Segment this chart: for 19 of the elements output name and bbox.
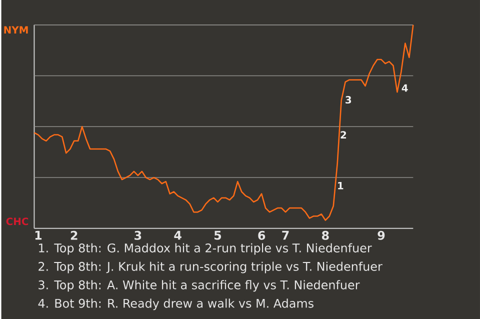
annotation: 1	[338, 182, 344, 190]
x-tick-label: 6	[258, 230, 266, 240]
annotation: 2	[340, 131, 346, 138]
x-tick-label: 1	[35, 230, 42, 240]
text: CHC	[6, 218, 28, 226]
x-tick-label: 2	[70, 230, 78, 240]
x-tick-label: 3	[134, 230, 142, 240]
annotation: 3	[346, 96, 352, 104]
text: NYM	[4, 26, 28, 34]
text: 4. Bot 9th: R. Ready drew a walk vs M. Adams	[38, 298, 314, 310]
x-tick-label: 5	[214, 230, 222, 240]
text: 1. Top 8th: G. Maddox hit a 2-run triple vs T. Niedenfuer	[39, 243, 372, 255]
annotation: 4	[402, 84, 408, 92]
x-tick-label: 4	[174, 230, 182, 240]
text: 3. Top 8th: A. White hit a sacrifice fly vs T. Niedenfuer	[38, 280, 360, 292]
text: 2. Top 8th: J. Kruk hit a run-scoring triple vs T. Niedenfuer	[38, 262, 382, 274]
x-tick-label: 8	[322, 230, 329, 240]
x-tick-label: 9	[378, 230, 385, 240]
x-tick-label: 7	[282, 230, 289, 240]
